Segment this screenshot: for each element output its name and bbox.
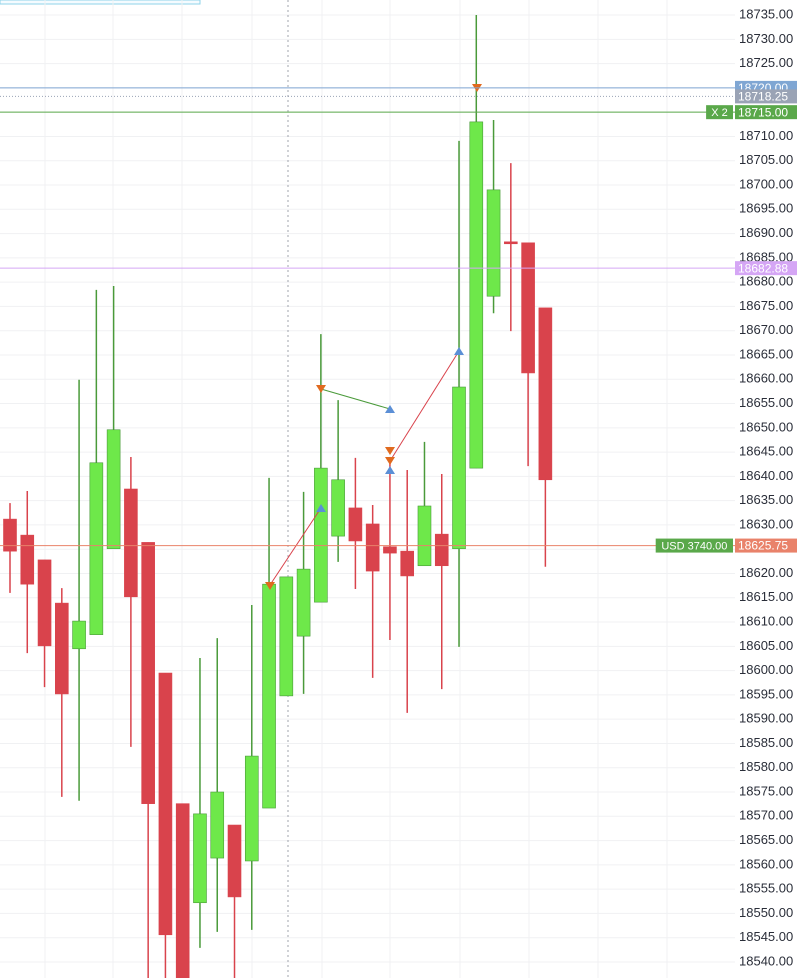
y-tick-label: 18655.00 xyxy=(739,395,793,410)
order-tag-label: X 2 xyxy=(711,107,728,119)
trade-markers xyxy=(265,84,482,590)
y-tick-label: 18555.00 xyxy=(739,881,793,896)
candle-body xyxy=(452,386,466,550)
y-tick-label: 18575.00 xyxy=(739,783,793,798)
buy-marker xyxy=(385,466,395,474)
y-tick-label: 18620.00 xyxy=(739,565,793,580)
y-tick-label: 18730.00 xyxy=(739,31,793,46)
sell-marker xyxy=(385,457,395,465)
price-tag xyxy=(735,538,797,553)
candle-body xyxy=(348,507,363,542)
candle-body xyxy=(72,620,86,650)
price-tag-label: 18718.25 xyxy=(738,90,788,104)
candle-body xyxy=(314,467,328,603)
y-tick-label: 18650.00 xyxy=(739,419,793,434)
candle-body xyxy=(400,550,415,577)
candle-body xyxy=(210,791,225,859)
price-tag-label: 18682.88 xyxy=(738,261,788,275)
y-tick-label: 18690.00 xyxy=(739,225,793,240)
candle-body xyxy=(417,505,432,567)
y-tick-label: 18665.00 xyxy=(739,346,793,361)
y-tick-label: 18680.00 xyxy=(739,274,793,289)
candle-body xyxy=(521,242,535,374)
price-tag xyxy=(735,105,797,120)
order-tag-label: USD 3740.00 xyxy=(661,540,727,552)
candle-body xyxy=(55,602,69,695)
y-tick-label: 18550.00 xyxy=(739,905,793,920)
candle-body xyxy=(106,429,121,550)
price-tag-label: 18625.75 xyxy=(738,539,788,553)
price-tag-label: 18715.00 xyxy=(738,105,788,119)
candle-body xyxy=(486,189,501,297)
candle-body xyxy=(365,523,380,572)
y-tick-label: 18565.00 xyxy=(739,832,793,847)
y-tick-label: 18585.00 xyxy=(739,735,793,750)
price-axis: 18540.00 18545.00 18550.00 18555.00 18560.00… xyxy=(739,6,793,968)
y-tick-label: 18540.00 xyxy=(739,953,793,968)
y-tick-label: 18710.00 xyxy=(739,128,793,143)
price-tag xyxy=(735,261,797,276)
sell-marker xyxy=(265,582,275,590)
y-tick-label: 18630.00 xyxy=(739,516,793,531)
buy-marker xyxy=(454,347,464,355)
candle-body xyxy=(296,568,311,637)
y-tick-label: 18695.00 xyxy=(739,201,793,216)
y-tick-label: 18605.00 xyxy=(739,638,793,653)
candle-body xyxy=(331,479,345,537)
candle-body xyxy=(504,241,518,245)
candle-body xyxy=(124,488,138,598)
candle-body xyxy=(279,576,294,697)
y-tick-label: 18615.00 xyxy=(739,589,793,604)
candle-body xyxy=(227,824,242,898)
y-tick-label: 18675.00 xyxy=(739,298,793,313)
y-tick-label: 18705.00 xyxy=(739,152,793,167)
candle-body xyxy=(262,583,276,809)
y-tick-label: 18660.00 xyxy=(739,371,793,386)
candle-body xyxy=(244,755,259,862)
trade-link xyxy=(320,388,391,410)
y-tick-label: 18580.00 xyxy=(739,759,793,774)
candle-body xyxy=(175,803,190,978)
y-tick-label: 18600.00 xyxy=(739,662,793,677)
price-tag xyxy=(735,89,797,104)
buy-marker xyxy=(385,405,395,413)
y-tick-label: 18735.00 xyxy=(739,6,793,21)
y-tick-label: 18685.00 xyxy=(739,249,793,264)
y-tick-label: 18725.00 xyxy=(739,55,793,70)
candle-body xyxy=(89,462,104,635)
trade-link xyxy=(269,507,322,586)
y-tick-label: 18670.00 xyxy=(739,322,793,337)
y-tick-label: 18645.00 xyxy=(739,444,793,459)
y-tick-label: 18640.00 xyxy=(739,468,793,483)
candle-body xyxy=(434,533,449,567)
y-tick-label: 18700.00 xyxy=(739,176,793,191)
sell-marker xyxy=(385,447,395,455)
y-tick-label: 18545.00 xyxy=(739,929,793,944)
y-tick-label: 18635.00 xyxy=(739,492,793,507)
candle-body xyxy=(158,672,173,936)
y-tick-label: 18570.00 xyxy=(739,808,793,823)
trade-link xyxy=(389,350,460,462)
candles xyxy=(3,15,553,978)
candle-body xyxy=(20,534,35,585)
candle-body xyxy=(3,518,17,552)
order-tag xyxy=(655,538,733,553)
overlay-panel-edge xyxy=(0,0,201,5)
y-tick-label: 18595.00 xyxy=(739,686,793,701)
candle-body xyxy=(383,546,397,554)
candle-body xyxy=(538,307,553,481)
sell-marker xyxy=(316,385,326,393)
candle-body xyxy=(37,559,52,647)
y-tick-label: 18610.00 xyxy=(739,613,793,628)
candle-body xyxy=(193,813,207,904)
y-tick-label: 18590.00 xyxy=(739,711,793,726)
candle-body xyxy=(141,542,155,804)
order-tag xyxy=(706,105,733,120)
candle-body xyxy=(469,121,484,469)
y-tick-label: 18560.00 xyxy=(739,856,793,871)
buy-marker xyxy=(316,504,326,512)
